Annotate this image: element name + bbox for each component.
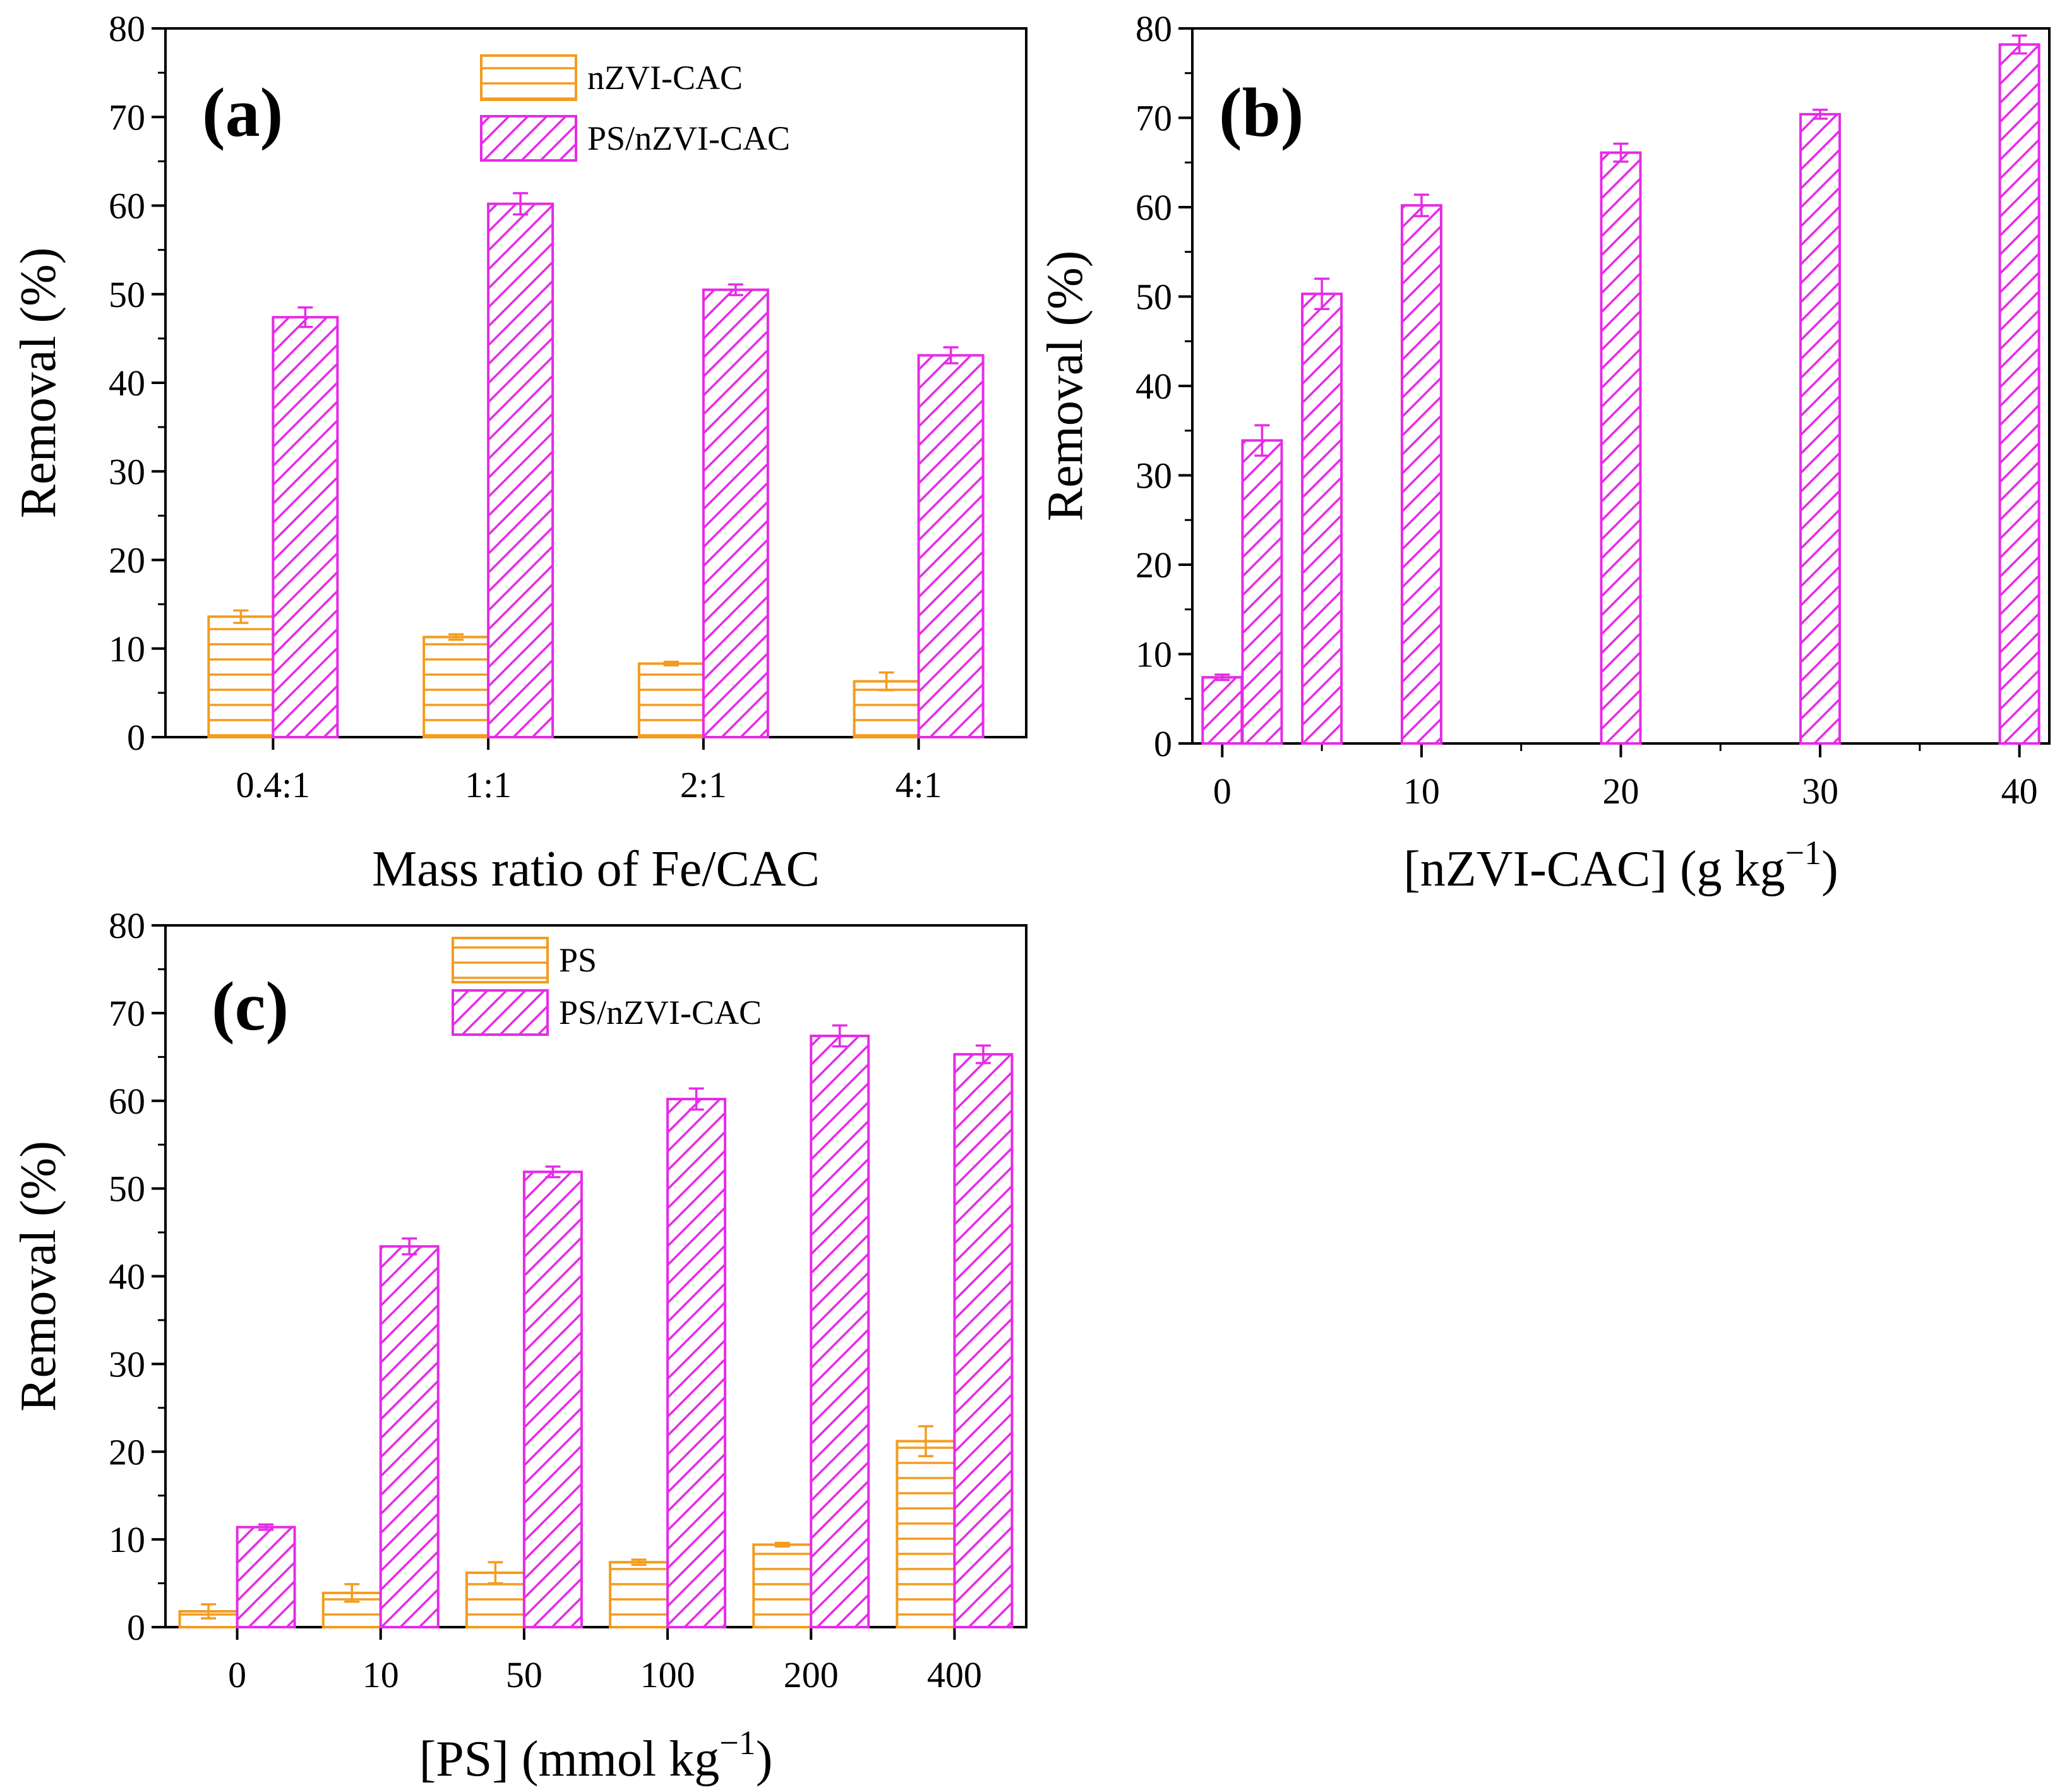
x-axis-title: [nZVI-CAC] (g kg−1) xyxy=(1403,834,1838,897)
bar xyxy=(1998,43,2040,745)
bar xyxy=(666,1097,727,1629)
legend-label: nZVI-CAC xyxy=(587,59,743,97)
y-tick-label: 0 xyxy=(127,717,145,758)
x-tick-label: 100 xyxy=(640,1654,695,1695)
y-tick-label: 50 xyxy=(109,1169,145,1210)
x-tick-label: 4:1 xyxy=(896,764,942,805)
y-tick-label: 70 xyxy=(109,97,145,138)
y-tick-label: 70 xyxy=(1135,98,1172,139)
y-tick-label: 30 xyxy=(1135,455,1172,496)
y-tick-label: 20 xyxy=(109,540,145,581)
bar xyxy=(1600,151,1642,745)
bar xyxy=(207,615,275,739)
panel-label: (b) xyxy=(1219,74,1303,151)
y-tick-label: 80 xyxy=(109,905,145,946)
x-tick-label: 0 xyxy=(1213,771,1231,812)
x-tick-label: 10 xyxy=(362,1654,399,1695)
bar xyxy=(917,354,985,738)
bar xyxy=(810,1034,870,1629)
x-tick-label: 10 xyxy=(1403,771,1440,812)
x-axis-title: [PS] (mmol kg−1) xyxy=(419,1724,773,1787)
x-tick-label: 0 xyxy=(228,1654,246,1695)
bar xyxy=(1301,292,1343,745)
y-tick-label: 80 xyxy=(1135,8,1172,49)
y-tick-label: 80 xyxy=(109,8,145,49)
bar xyxy=(853,680,920,738)
y-axis-title: Removal (%) xyxy=(11,1141,66,1412)
y-tick-label: 20 xyxy=(109,1431,145,1472)
bar xyxy=(1241,439,1283,745)
bar xyxy=(236,1525,296,1629)
panel-c: 0 10 20 30 40 50 60 70 80 Removal (%) (c) 0 10 50 100 2… xyxy=(11,905,1028,1787)
x-axis-title: Mass ratio of Fe/CAC xyxy=(372,841,820,897)
legend-swatch xyxy=(452,937,549,983)
bar xyxy=(522,1170,583,1628)
x-tick-label: 2:1 xyxy=(680,764,727,805)
y-axis-title: Removal (%) xyxy=(1038,251,1093,522)
panel-label: (c) xyxy=(212,968,289,1045)
y-tick-label: 10 xyxy=(1135,634,1172,675)
bar xyxy=(752,1543,813,1629)
y-tick-label: 0 xyxy=(127,1607,145,1648)
bar xyxy=(896,1440,956,1628)
bar xyxy=(487,202,554,738)
legend-swatch xyxy=(452,989,549,1036)
bar xyxy=(953,1053,1014,1628)
x-tick-label: 1:1 xyxy=(465,764,512,805)
y-tick-label: 10 xyxy=(109,1519,145,1560)
panel-b: 0 10 20 30 40 50 60 70 80 Removal (%) (b) 0 10 20 30 40… xyxy=(1038,8,2051,897)
legend-label: PS/nZVI-CAC xyxy=(587,119,790,157)
x-tick-label: 200 xyxy=(784,1654,839,1695)
panel-label: (a) xyxy=(202,74,283,151)
y-tick-label: 10 xyxy=(109,628,145,670)
bar xyxy=(1201,676,1243,745)
x-tick-label: 20 xyxy=(1603,771,1639,812)
legend-label: PS/nZVI-CAC xyxy=(559,994,762,1031)
bar xyxy=(1799,112,1842,745)
legend-label: PS xyxy=(559,941,597,979)
y-tick-label: 60 xyxy=(109,186,145,227)
y-axis-title: Removal (%) xyxy=(11,248,66,519)
legend-swatch xyxy=(480,54,577,101)
y-tick-label: 70 xyxy=(109,993,145,1034)
y-tick-label: 40 xyxy=(109,1256,145,1297)
y-tick-label: 40 xyxy=(109,363,145,404)
x-tick-label: 30 xyxy=(1802,771,1838,812)
bar xyxy=(422,635,490,739)
bar xyxy=(609,1561,669,1628)
x-tick-label: 40 xyxy=(2001,771,2038,812)
y-tick-label: 50 xyxy=(1135,277,1172,318)
y-tick-label: 60 xyxy=(109,1081,145,1122)
panel-a: 0 10 20 30 40 50 60 70 80 Removal (%) (a) 0.4:1 1:1 2… xyxy=(11,8,1028,897)
y-tick-label: 30 xyxy=(109,451,145,492)
legend-swatch xyxy=(480,115,577,162)
x-tick-label: 50 xyxy=(506,1654,542,1695)
bar xyxy=(637,662,705,739)
y-tick-label: 0 xyxy=(1154,723,1172,764)
bar xyxy=(702,288,769,738)
bar xyxy=(379,1245,440,1628)
y-tick-label: 60 xyxy=(1135,187,1172,228)
y-tick-label: 20 xyxy=(1135,544,1172,586)
bar xyxy=(1400,204,1442,745)
x-tick-label: 400 xyxy=(927,1654,982,1695)
y-tick-label: 50 xyxy=(109,274,145,315)
y-tick-label: 40 xyxy=(1135,366,1172,407)
y-tick-label: 30 xyxy=(109,1344,145,1385)
bar xyxy=(272,316,339,738)
x-tick-label: 0.4:1 xyxy=(236,764,311,805)
